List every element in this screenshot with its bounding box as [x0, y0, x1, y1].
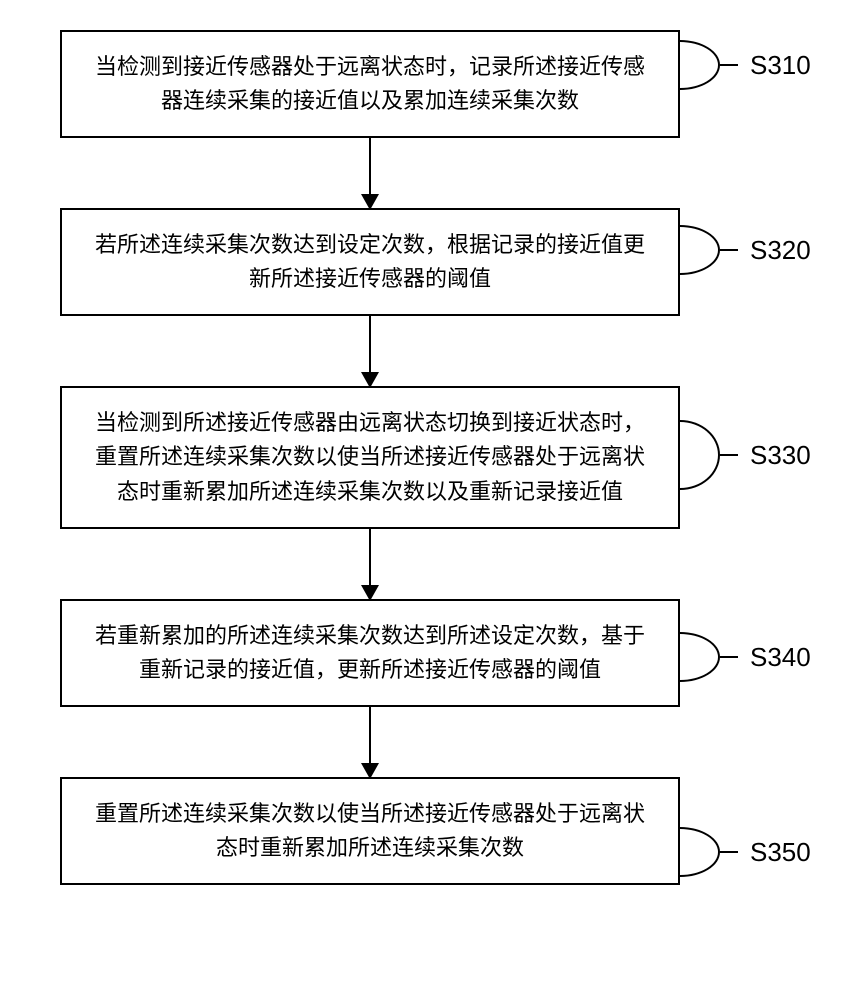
- side-label-s340: S340: [680, 632, 811, 682]
- arrow: [369, 529, 371, 599]
- brace-icon: [680, 632, 720, 682]
- flowchart-container: 当检测到接近传感器处于远离状态时，记录所述接近传感器连续采集的接近值以及累加连续…: [60, 30, 680, 885]
- step-box-s340: 若重新累加的所述连续采集次数达到所述设定次数，基于重新记录的接近值，更新所述接近…: [60, 599, 680, 707]
- arrow: [369, 138, 371, 208]
- step-text: 当检测到接近传感器处于远离状态时，记录所述接近传感器连续采集的接近值以及累加连续…: [95, 54, 645, 113]
- brace-icon: [680, 40, 720, 90]
- step-label: S330: [750, 440, 811, 471]
- step-label: S320: [750, 235, 811, 266]
- step-box-s330: 当检测到所述接近传感器由远离状态切换到接近状态时，重置所述连续采集次数以使当所述…: [60, 386, 680, 528]
- brace-icon: [680, 420, 720, 490]
- step-label: S340: [750, 642, 811, 673]
- step-box-s350: 重置所述连续采集次数以使当所述接近传感器处于远离状态时重新累加所述连续采集次数: [60, 777, 680, 885]
- arrow: [369, 707, 371, 777]
- brace-icon: [680, 225, 720, 275]
- step-label: S350: [750, 837, 811, 868]
- connector-line: [720, 656, 738, 658]
- arrow: [369, 316, 371, 386]
- side-label-s320: S320: [680, 225, 811, 275]
- step-text: 若所述连续采集次数达到设定次数，根据记录的接近值更新所述接近传感器的阈值: [95, 232, 645, 291]
- connector-line: [720, 851, 738, 853]
- connector-line: [720, 64, 738, 66]
- step-label: S310: [750, 50, 811, 81]
- side-label-s350: S350: [680, 827, 811, 877]
- connector-line: [720, 454, 738, 456]
- step-text: 当检测到所述接近传感器由远离状态切换到接近状态时，重置所述连续采集次数以使当所述…: [95, 410, 645, 503]
- step-box-s310: 当检测到接近传感器处于远离状态时，记录所述接近传感器连续采集的接近值以及累加连续…: [60, 30, 680, 138]
- side-label-s330: S330: [680, 420, 811, 490]
- side-label-s310: S310: [680, 40, 811, 90]
- connector-line: [720, 249, 738, 251]
- step-text: 重置所述连续采集次数以使当所述接近传感器处于远离状态时重新累加所述连续采集次数: [95, 801, 645, 860]
- step-box-s320: 若所述连续采集次数达到设定次数，根据记录的接近值更新所述接近传感器的阈值: [60, 208, 680, 316]
- brace-icon: [680, 827, 720, 877]
- step-text: 若重新累加的所述连续采集次数达到所述设定次数，基于重新记录的接近值，更新所述接近…: [95, 623, 645, 682]
